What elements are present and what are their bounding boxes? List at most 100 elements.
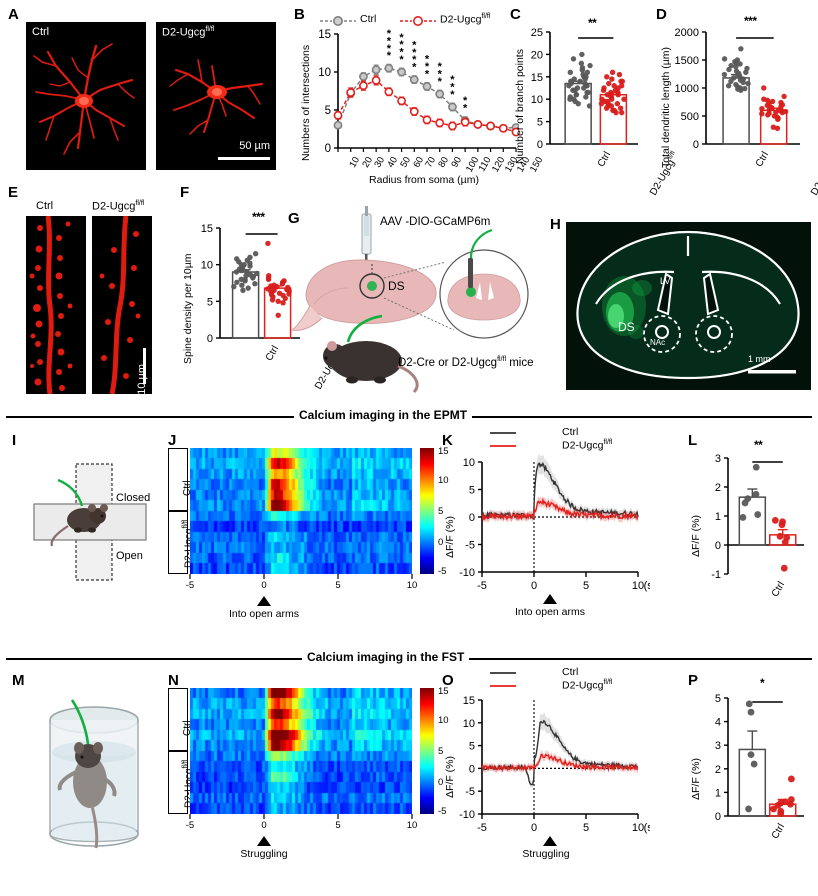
panel-N-event-label: Struggling — [240, 848, 288, 860]
svg-text:1000: 1000 — [675, 83, 699, 95]
panel-G-ds-label: DS — [388, 279, 405, 293]
panel-J-group-ko — [168, 511, 188, 574]
svg-text:1500: 1500 — [675, 55, 699, 67]
svg-text:2000: 2000 — [675, 27, 699, 39]
dendrite-image-ctrl — [26, 216, 86, 394]
panel-P-ylabel: ΔF/F (%) — [690, 757, 702, 800]
svg-text:500: 500 — [681, 111, 699, 123]
panel-J-cbar-tick-15: 15 — [438, 446, 449, 457]
panel-label-C: C — [510, 6, 521, 23]
svg-text:5: 5 — [537, 117, 543, 129]
panel-B-xlabel: Radius from soma (µm) — [369, 174, 479, 186]
svg-text:*: * — [438, 76, 443, 88]
divider-fst-label: Calcium imaging in the FST — [302, 650, 470, 664]
svg-text:0: 0 — [715, 540, 721, 552]
panel-O-legend-ctrl: Ctrl — [562, 666, 579, 678]
panel-O-legend-ko: D2-Ugcgfl/fl — [562, 679, 613, 692]
panel-K-legend-ctrl: Ctrl — [562, 426, 579, 438]
panel-D: 0 500 1000 1500 2000 Total dendritic length … — [656, 6, 818, 198]
panel-J-xtick-0: 0 — [261, 580, 267, 591]
panel-N-heatmap — [190, 688, 412, 814]
neuron-image-ko: D2-Ugcgfl/fl 50 µm — [156, 22, 276, 170]
panel-label-L: L — [688, 432, 698, 449]
panel-label-J: J — [168, 432, 177, 449]
svg-text:25: 25 — [531, 27, 543, 39]
svg-text:*: * — [399, 32, 404, 44]
panel-N-cbar-tick--5: -5 — [438, 806, 447, 817]
svg-text:0: 0 — [469, 512, 475, 524]
svg-text:*: * — [412, 62, 417, 74]
panel-J-xtick--5: -5 — [185, 580, 195, 591]
panel-N-xtick-10: 10 — [406, 820, 418, 831]
panel-label-E: E — [8, 184, 19, 201]
panel-label-G: G — [288, 210, 300, 227]
svg-text:1: 1 — [715, 511, 721, 523]
panel-I-label-closed: Closed — [116, 492, 151, 504]
panel-J-xtick-5: 5 — [335, 580, 341, 591]
panel-label-I: I — [12, 432, 17, 449]
panel-N-event-marker — [257, 836, 271, 846]
svg-text:10: 10 — [318, 67, 331, 79]
coronal-section-image — [566, 222, 811, 390]
panel-N-group-ctrl — [168, 688, 188, 751]
svg-text:1: 1 — [715, 787, 721, 799]
panel-label-F: F — [180, 184, 190, 201]
panel-label-D: D — [656, 6, 667, 23]
panel-J-cbar-tick-0: 0 — [438, 537, 444, 548]
svg-text:*: * — [425, 54, 430, 66]
panel-E-label-ctrl: Ctrl — [36, 200, 54, 212]
svg-text:-1: -1 — [711, 569, 721, 581]
svg-text:3: 3 — [715, 453, 721, 465]
panel-B-ylabel: Numbers of intersections — [300, 44, 312, 161]
svg-text:-5: -5 — [477, 822, 487, 834]
svg-text:10: 10 — [632, 822, 644, 834]
panel-J-group-ctrl — [168, 448, 188, 511]
panel-K-event-marker — [543, 594, 557, 604]
svg-text:*: * — [425, 68, 430, 80]
panel-J-cbar-tick-5: 5 — [438, 506, 444, 517]
svg-text:4: 4 — [715, 717, 721, 729]
sagittal-brain-icon — [290, 259, 437, 331]
panel-P-significance: * — [760, 676, 765, 690]
panel-K-ylabel: ΔF/F (%) — [444, 515, 456, 558]
svg-text:*: * — [463, 95, 468, 107]
panel-L-significance: ** — [754, 438, 763, 452]
panel-F-significance: *** — [252, 210, 265, 224]
svg-text:0: 0 — [325, 143, 331, 155]
svg-text:10: 10 — [632, 580, 644, 592]
svg-text:-10: -10 — [459, 809, 475, 821]
panel-N-group-ko — [168, 751, 188, 814]
panel-M — [24, 686, 164, 866]
svg-text:20: 20 — [531, 49, 543, 61]
divider-epmt-label: Calcium imaging in the EPMT — [294, 408, 473, 422]
panel-O-ylabel: ΔF/F (%) — [444, 755, 456, 798]
svg-text:0: 0 — [469, 763, 475, 775]
panel-H-label-ds: DS — [618, 320, 635, 334]
svg-text:2: 2 — [715, 482, 721, 494]
panel-J-heatmap — [190, 448, 412, 574]
panel-N: Ctrl D2-Ugcgfl/fl -5 0 5 10 Struggling 1… — [168, 686, 449, 860]
panel-D-plot: 0 500 1000 1500 2000 — [675, 27, 800, 151]
svg-text:-5: -5 — [465, 786, 475, 798]
svg-text:5: 5 — [325, 105, 331, 117]
panel-G-mouse-label: D2-Cre or D2-Ugcgfl/fl mice — [398, 356, 534, 369]
scale-text-50um: 50 µm — [239, 140, 270, 152]
svg-text:3: 3 — [715, 740, 721, 752]
panel-F: 0 5 10 15 Spine density per 10µm *** Ctrl D2… — [180, 196, 342, 392]
panel-O-event-marker — [543, 836, 557, 846]
panel-label-P: P — [688, 672, 699, 689]
panel-G: DS AAV -DIO-GCaMP6m D2-Cre or D2-Ugcgf — [288, 206, 548, 396]
panel-label-K: K — [442, 432, 453, 449]
panel-H-label-nac: NAc — [650, 338, 666, 347]
svg-text:10: 10 — [463, 457, 475, 469]
panel-I-label-open: Open — [116, 550, 143, 562]
coronal-inset-icon — [439, 228, 529, 339]
panel-N-colorbar — [420, 688, 434, 814]
panel-J: Ctrl D2-Ugcgfl/fl -5 0 5 10 Into open ar… — [168, 446, 449, 620]
panel-N-cbar-tick-10: 10 — [438, 715, 449, 726]
